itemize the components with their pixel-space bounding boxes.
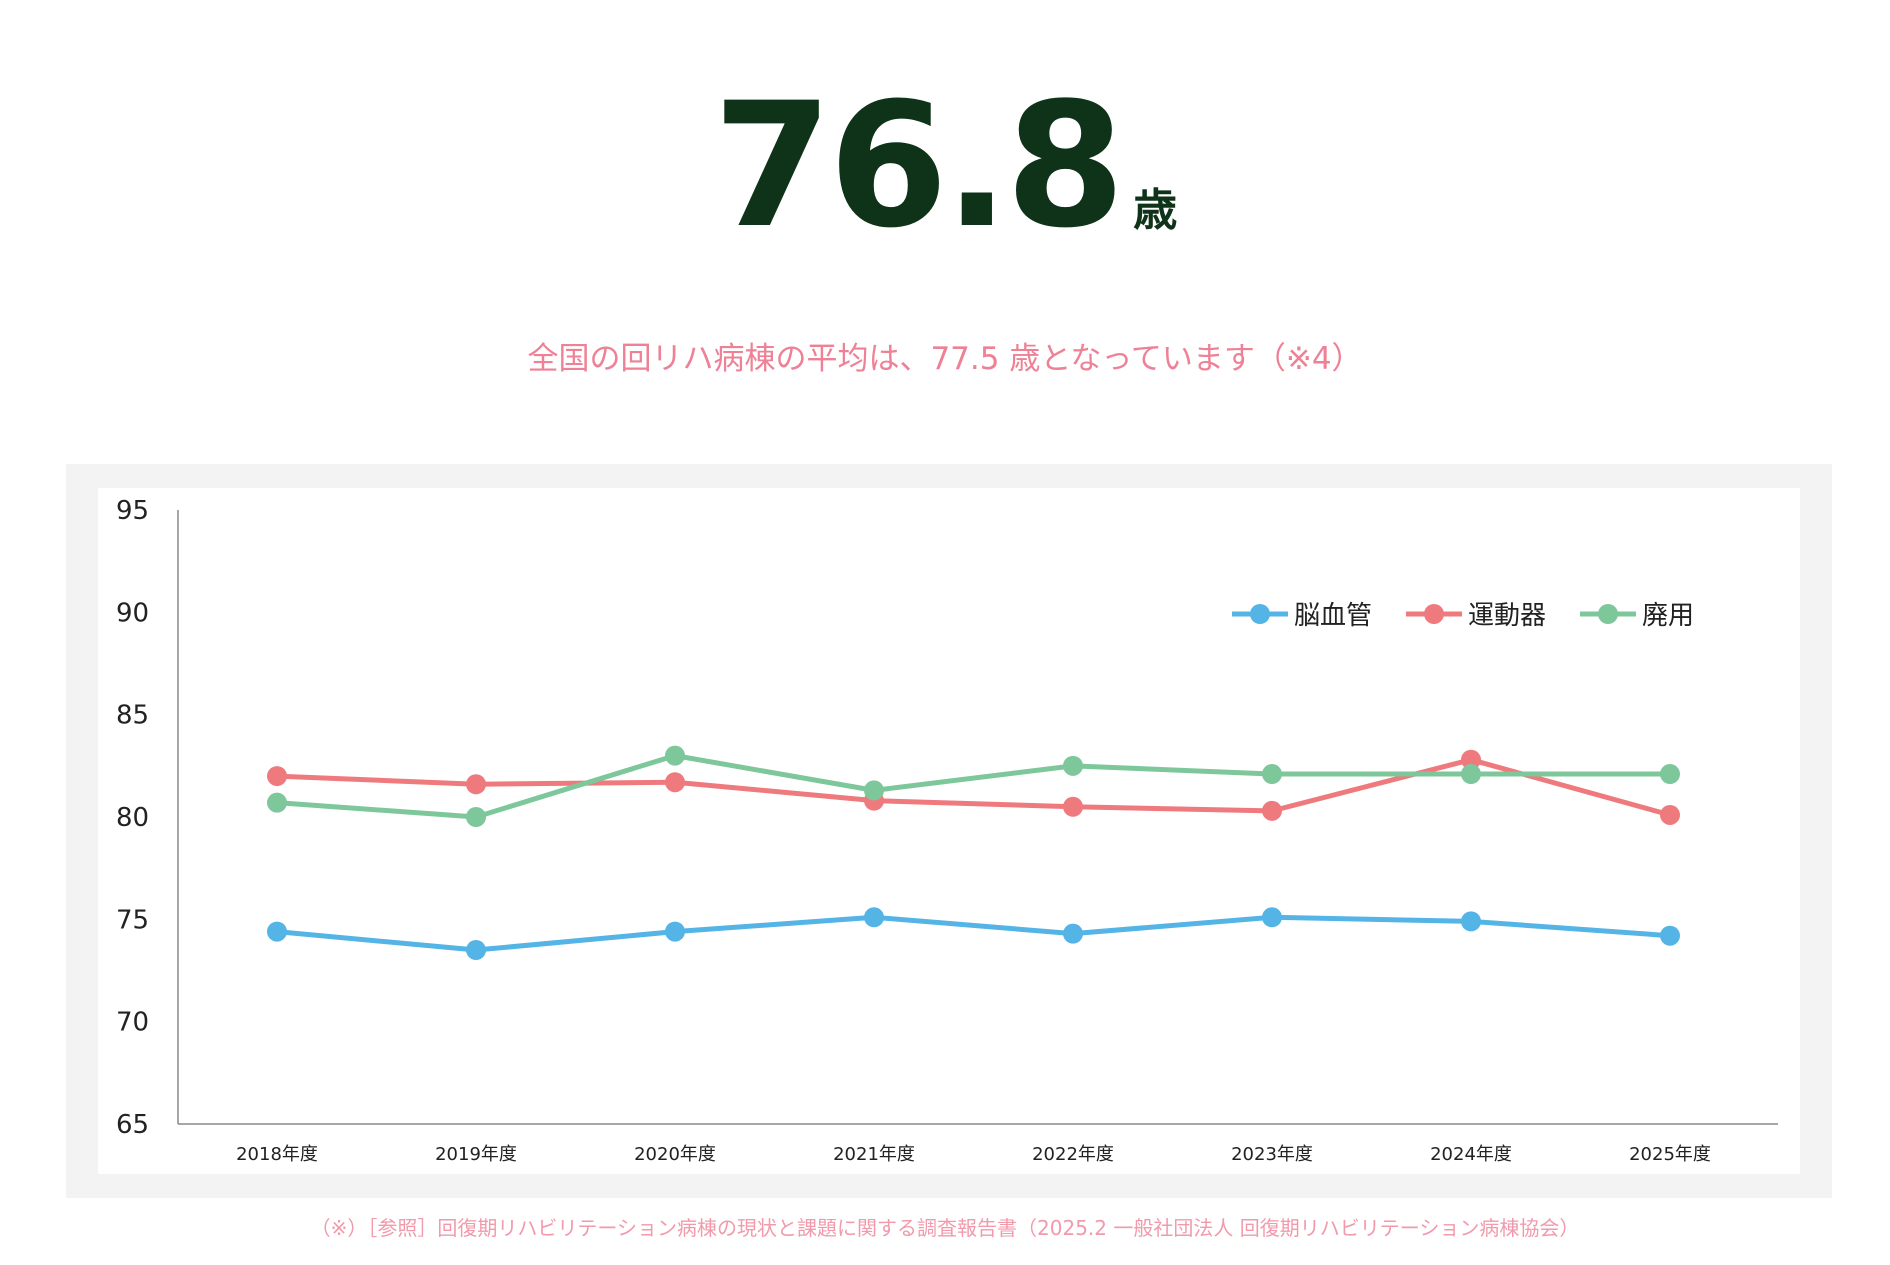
data-point: [267, 792, 287, 813]
data-point: [1461, 911, 1481, 932]
data-point: [1063, 796, 1083, 817]
legend-label: 脳血管: [1294, 601, 1372, 631]
series-line-2: [276, 757, 1671, 818]
x-tick-label: 2018年度: [236, 1144, 318, 1165]
data-point: [267, 766, 287, 787]
data-point: [864, 907, 884, 928]
data-point: [1660, 764, 1680, 785]
hero-value: 76.8: [712, 65, 1125, 266]
chart-panel: 65 70 75 80 85 90 95 2018年度 2019年度 2020年度 2021年度 20…: [66, 464, 1832, 1198]
x-tick-label: 2022年度: [1032, 1144, 1114, 1165]
data-point: [1262, 764, 1282, 785]
x-tick-label: 2025年度: [1629, 1144, 1711, 1165]
y-tick-label: 65: [116, 1110, 149, 1140]
source-citation: （※）［参照］回復期リハビリテーション病棟の現状と課題に関する調査報告書（202…: [310, 1216, 1580, 1240]
data-point: [267, 921, 287, 942]
data-point: [1660, 925, 1680, 946]
y-tick-label: 95: [116, 496, 149, 526]
data-point: [466, 774, 486, 795]
chart-plot-area: 65 70 75 80 85 90 95 2018年度 2019年度 2020年度 2021年度 20…: [98, 488, 1800, 1174]
legend-swatch-marker: [1598, 604, 1618, 624]
data-point: [1063, 755, 1083, 776]
x-tick-label: 2024年度: [1430, 1144, 1512, 1165]
y-tick-label: 75: [116, 905, 149, 935]
data-point: [1262, 907, 1282, 928]
y-tick-label: 90: [116, 598, 149, 628]
data-point: [665, 921, 685, 942]
data-point: [466, 940, 486, 961]
series-line-3: [276, 753, 1670, 820]
data-point: [665, 772, 685, 793]
y-tick-label: 85: [116, 701, 149, 731]
data-point: [864, 780, 884, 801]
hero-stat: 76.8 歳: [0, 80, 1890, 252]
data-point: [665, 745, 685, 766]
x-tick-label: 2020年度: [634, 1144, 716, 1165]
data-point: [1461, 749, 1481, 770]
x-tick-label: 2019年度: [435, 1144, 517, 1165]
x-tick-label: 2021年度: [833, 1144, 915, 1165]
series-line-1: [276, 914, 1671, 953]
data-point: [1461, 764, 1481, 785]
legend-swatch-marker: [1250, 604, 1270, 624]
legend-swatch-marker: [1424, 604, 1444, 624]
x-tick-label: 2023年度: [1231, 1144, 1313, 1165]
data-point: [1660, 804, 1680, 825]
data-point: [466, 807, 486, 827]
hero-unit: 歳: [1133, 185, 1178, 236]
y-tick-label: 80: [116, 803, 149, 833]
data-point: [1063, 923, 1083, 944]
y-tick-label: 70: [116, 1008, 149, 1038]
data-point: [1262, 800, 1282, 821]
legend-label: 廃用: [1642, 601, 1694, 631]
national-average-note: 全国の回リハ病棟の平均は、77.5 歳となっています（※4）: [527, 341, 1363, 377]
legend-label: 運動器: [1468, 601, 1546, 631]
line-chart: 65 70 75 80 85 90 95 2018年度 2019年度 2020年度 2021年度 20…: [116, 496, 1778, 1165]
